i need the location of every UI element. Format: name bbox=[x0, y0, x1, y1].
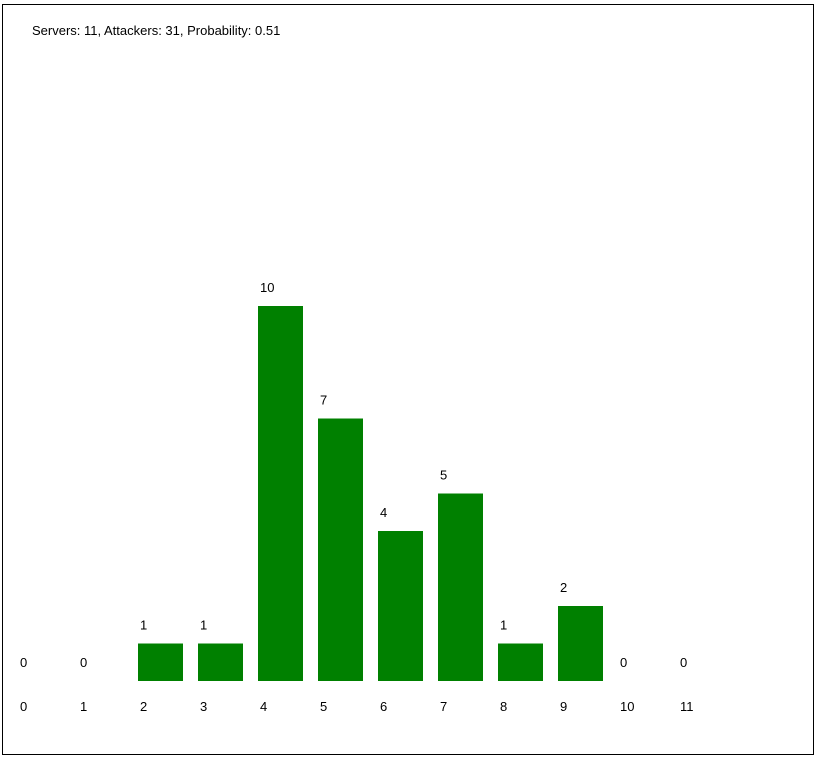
bar-2 bbox=[138, 643, 183, 681]
bar-value-label: 10 bbox=[260, 280, 274, 295]
bar-value-label: 1 bbox=[500, 618, 507, 633]
x-tick-label: 1 bbox=[80, 699, 87, 714]
bar-6 bbox=[378, 531, 423, 681]
bar-5 bbox=[318, 418, 363, 681]
x-tick-label: 3 bbox=[200, 699, 207, 714]
bar-7 bbox=[438, 493, 483, 681]
bar-value-label: 0 bbox=[620, 655, 627, 670]
x-tick-label: 11 bbox=[680, 699, 694, 714]
bar-8 bbox=[498, 643, 543, 681]
x-tick-label: 0 bbox=[20, 699, 27, 714]
bar-group bbox=[138, 306, 603, 681]
bar-value-label: 1 bbox=[140, 618, 147, 633]
bar-value-label: 7 bbox=[320, 393, 327, 408]
bar-value-label: 2 bbox=[560, 580, 567, 595]
x-tick-label: 8 bbox=[500, 699, 507, 714]
bar-3 bbox=[198, 643, 243, 681]
bar-value-labels: 0 0 1 1 10 7 4 5 1 2 0 0 bbox=[20, 280, 687, 670]
bar-value-label: 0 bbox=[80, 655, 87, 670]
bar-value-label: 1 bbox=[200, 618, 207, 633]
x-tick-label: 4 bbox=[260, 699, 267, 714]
bar-9 bbox=[558, 606, 603, 681]
bar-4 bbox=[258, 306, 303, 681]
x-tick-label: 7 bbox=[440, 699, 447, 714]
x-tick-label: 6 bbox=[380, 699, 387, 714]
bar-value-label: 5 bbox=[440, 468, 447, 483]
bar-value-label: 0 bbox=[680, 655, 687, 670]
simulation-stats-text: Servers: 11, Attackers: 31, Probability:… bbox=[32, 23, 281, 38]
x-tick-label: 5 bbox=[320, 699, 327, 714]
x-tick-label: 10 bbox=[620, 699, 634, 714]
x-axis-tick-labels: 0 1 2 3 4 5 6 7 8 9 10 11 bbox=[20, 699, 694, 714]
x-tick-label: 9 bbox=[560, 699, 567, 714]
x-tick-label: 2 bbox=[140, 699, 147, 714]
bar-value-label: 4 bbox=[380, 505, 387, 520]
bar-value-label: 0 bbox=[20, 655, 27, 670]
